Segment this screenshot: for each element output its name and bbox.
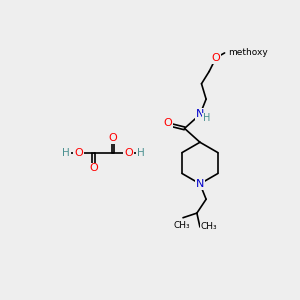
Text: H: H <box>62 148 70 158</box>
Text: O: O <box>109 133 117 142</box>
Text: methoxy: methoxy <box>228 48 267 57</box>
Text: CH₃: CH₃ <box>173 221 190 230</box>
Text: O: O <box>89 164 98 173</box>
Text: CH₃: CH₃ <box>201 223 217 232</box>
Text: O: O <box>124 148 133 158</box>
Text: H: H <box>203 113 211 123</box>
Text: H: H <box>137 148 145 158</box>
Text: O: O <box>211 53 220 63</box>
Text: O: O <box>163 118 172 128</box>
Text: N: N <box>196 179 204 189</box>
Text: N: N <box>196 109 204 119</box>
Text: O: O <box>74 148 83 158</box>
